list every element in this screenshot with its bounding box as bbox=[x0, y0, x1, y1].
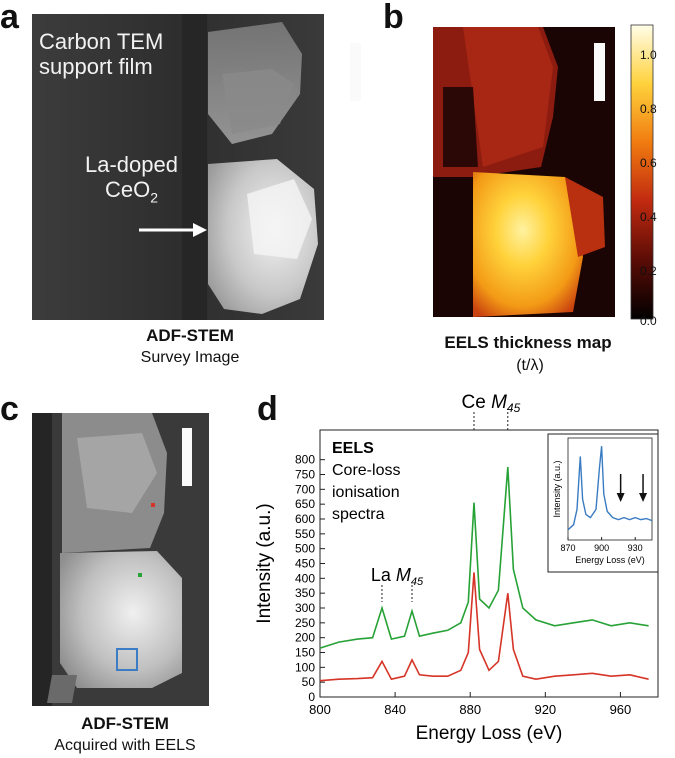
caption-a-bold: ADF-STEM bbox=[146, 326, 234, 345]
y-tick-label: 700 bbox=[295, 482, 315, 496]
label-ceo2: CeO2 bbox=[85, 177, 178, 205]
y-tick-label: 800 bbox=[295, 453, 315, 467]
series-line-green bbox=[319, 467, 649, 649]
adf-survey-svg bbox=[32, 14, 324, 320]
scale-bar-b bbox=[594, 43, 605, 101]
overlay-line-1: Carbon TEM bbox=[39, 29, 164, 54]
caption-b-bold: EELS thickness map bbox=[444, 333, 612, 352]
colorbar-tick: 1.0 bbox=[640, 48, 657, 62]
legend-line: ionisation bbox=[332, 484, 400, 501]
y-tick-label: 400 bbox=[295, 571, 315, 585]
caption-b: (t/λ) bbox=[516, 357, 544, 374]
adf-survey-image bbox=[32, 14, 324, 320]
legend-line: Core-loss bbox=[332, 462, 400, 479]
y-tick-label: 450 bbox=[295, 557, 315, 571]
ce-m45-label: Ce M45 bbox=[461, 392, 520, 415]
y-tick-label: 350 bbox=[295, 586, 315, 600]
legend-title: EELS bbox=[332, 440, 374, 457]
y-tick-label: 750 bbox=[295, 468, 315, 482]
colorbar-tick: 0.2 bbox=[640, 264, 657, 278]
caption-a: Survey Image bbox=[140, 349, 240, 366]
y-tick-label: 300 bbox=[295, 601, 315, 615]
y-tick-label: 100 bbox=[295, 660, 315, 674]
thickness-map-svg bbox=[433, 27, 615, 317]
panel-letter-b: b bbox=[383, 0, 404, 36]
overlay-line-2: support film bbox=[39, 54, 153, 80]
inset-arrow-head bbox=[639, 493, 648, 502]
series-line-red bbox=[319, 572, 649, 682]
colorbar-tick: 0.0 bbox=[640, 314, 657, 328]
panel-letter-d: d bbox=[257, 390, 278, 428]
inset-arrow-head bbox=[616, 493, 625, 502]
la-m45-label: La M45 bbox=[371, 565, 424, 588]
label-ceo2-sub: 2 bbox=[150, 189, 159, 206]
eels-thickness-map bbox=[433, 27, 615, 317]
red-marker bbox=[151, 503, 155, 507]
overlay-la-doped: La-doped CeO2 bbox=[85, 152, 178, 206]
colorbar-tick: 0.8 bbox=[640, 102, 657, 116]
caption-c: Acquired with EELS bbox=[54, 737, 196, 754]
y-tick-label: 0 bbox=[308, 690, 315, 704]
adf-eels-image bbox=[32, 413, 209, 706]
scale-bar-a bbox=[350, 43, 361, 101]
scale-bar-c bbox=[182, 428, 192, 486]
colorbar-tick: 0.4 bbox=[640, 210, 657, 224]
inset-x-tick-label: 900 bbox=[594, 543, 609, 553]
inset-x-tick-label: 870 bbox=[560, 543, 575, 553]
x-tick-label: 840 bbox=[384, 702, 406, 717]
y-tick-label: 550 bbox=[295, 527, 315, 541]
x-tick-label: 920 bbox=[534, 702, 556, 717]
overlay-carbon-film: Carbon TEM support film bbox=[39, 29, 163, 80]
y-tick-label: 600 bbox=[295, 512, 315, 526]
x-tick-label: 880 bbox=[459, 702, 481, 717]
panel-letter-a: a bbox=[0, 0, 19, 36]
y-tick-label: 650 bbox=[295, 497, 315, 511]
inset-y-axis-label: Intensity (a.u.) bbox=[552, 460, 562, 517]
inset-series-line-blue bbox=[567, 446, 653, 531]
colorbar bbox=[630, 24, 654, 320]
y-tick-label: 500 bbox=[295, 542, 315, 556]
inset-plot-frame bbox=[567, 437, 653, 541]
eels-spectrum-chart: 800 840 880 920 960 0501001502002503003504004… bbox=[254, 392, 659, 744]
green-marker bbox=[138, 573, 142, 577]
arrow-a bbox=[139, 223, 207, 237]
label-ceo2-main: CeO bbox=[104, 177, 151, 203]
y-tick-label: 150 bbox=[295, 646, 315, 660]
y-tick-label: 250 bbox=[295, 616, 315, 630]
y-tick-label: 50 bbox=[302, 675, 316, 689]
x-tick-label: 800 bbox=[309, 702, 331, 717]
inset-box bbox=[547, 433, 659, 573]
colorbar-tick: 0.6 bbox=[640, 156, 657, 170]
blue-box-marker bbox=[116, 648, 138, 671]
y-axis-label: Intensity (a.u.) bbox=[254, 503, 275, 623]
inset-x-tick-label: 930 bbox=[628, 543, 643, 553]
inset-x-axis-label: Energy Loss (eV) bbox=[575, 555, 645, 565]
caption-c-bold: ADF-STEM bbox=[81, 714, 169, 733]
adf-eels-svg bbox=[32, 413, 209, 706]
y-tick-label: 200 bbox=[295, 631, 315, 645]
label-la-doped: La-doped bbox=[85, 152, 178, 177]
panel-letter-c: c bbox=[0, 390, 19, 428]
x-tick-label: 960 bbox=[610, 702, 632, 717]
x-axis-label: Energy Loss (eV) bbox=[416, 723, 563, 744]
legend-line: spectra bbox=[332, 506, 385, 523]
